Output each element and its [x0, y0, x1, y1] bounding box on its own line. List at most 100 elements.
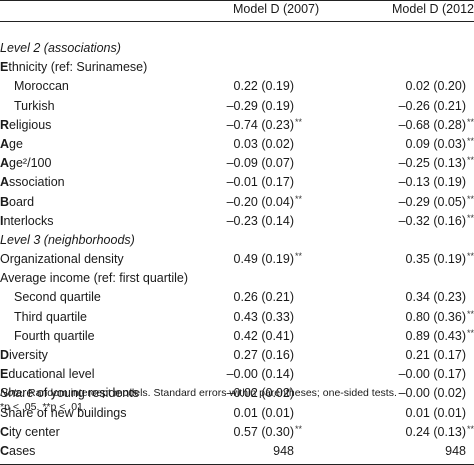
table-row: Level 2 (associations) [0, 40, 474, 59]
row-label: Diversity [0, 348, 48, 362]
row-label: Level 2 (associations) [0, 41, 121, 55]
model-2007-value: –0.00 (0.14) [226, 367, 294, 382]
table-row: Diversity 0.27 (0.16) 0.21 (0.17) [0, 347, 474, 366]
model-2012-stars: ** [467, 212, 474, 223]
table-note: Note. Random intercept models. Standard … [0, 387, 397, 399]
model-2012-value: 0.89 (0.43) [405, 328, 466, 343]
model-2012-value: 0.34 (0.23) [405, 290, 466, 305]
header-model-2012: Model D (2012) [392, 2, 474, 16]
model-2012-value: –0.00 (0.17) [398, 367, 466, 382]
table-body: Level 2 (associations) Ethnicity (ref: Su… [0, 40, 474, 462]
model-2012-value: 0.35 (0.19) [405, 252, 466, 267]
model-2007-value: 0.57 (0.30) [233, 424, 294, 439]
model-2012-value: –0.26 (0.21) [398, 98, 466, 113]
header-model-2007: Model D (2007) [233, 2, 320, 16]
model-2007-value: 0.01 (0.01) [233, 405, 294, 420]
model-2012-value: 948 [445, 443, 466, 458]
table-row: Board –0.20 (0.04) –0.29 (0.05) ** ** [0, 194, 474, 213]
model-2007-value: 0.26 (0.21) [233, 290, 294, 305]
model-2007-stars: ** [295, 116, 303, 127]
model-2012-value: 0.21 (0.17) [405, 348, 466, 362]
table-row: Third quartile 0.43 (0.33) 0.80 (0.36) ** [0, 309, 474, 328]
row-label: City center [0, 424, 60, 439]
model-2007-value: 0.03 (0.02) [233, 136, 294, 151]
model-2012-stars: ** [467, 116, 474, 127]
model-2007-value: –0.09 (0.07) [226, 156, 294, 171]
model-2012-stars: ** [467, 308, 474, 319]
model-2012-value: 0.80 (0.36) [405, 309, 466, 324]
row-label: Cases [0, 443, 36, 458]
header-rule [0, 21, 474, 22]
row-label: Age²/100 [0, 156, 52, 171]
model-2007-stars: ** [295, 423, 303, 434]
table-row: City center 0.57 (0.30) 0.24 (0.13) ** ** [0, 424, 474, 443]
significance-note: *p < .05. **p < .01. [0, 401, 86, 413]
table-row: Share of young residents –0.02 (0.02) –0.0… [0, 385, 474, 404]
top-rule [0, 0, 474, 1]
table-row: Association –0.01 (0.17) –0.13 (0.19) [0, 174, 474, 193]
model-2012-stars: ** [467, 423, 474, 434]
model-2007-stars: ** [295, 193, 303, 204]
row-label: Organizational density [0, 252, 124, 267]
row-label: Second quartile [14, 290, 101, 305]
row-label: Board [0, 194, 35, 209]
model-2012-value: –0.32 (0.16) [398, 213, 466, 228]
row-label: Average income (ref: first quartile) [0, 271, 189, 286]
table-row: Average income (ref: first quartile) [0, 270, 474, 289]
model-2012-stars: ** [467, 135, 474, 146]
model-2007-value: –0.29 (0.19) [226, 98, 294, 113]
note-text: Random intercept models. Standard errors… [25, 387, 397, 399]
model-2007-value: 0.43 (0.33) [233, 309, 294, 324]
row-label: Religious [0, 117, 52, 132]
note-prefix: Note. [0, 387, 26, 399]
model-2012-stars: ** [467, 193, 474, 204]
row-label: Third quartile [14, 309, 87, 324]
row-label: Moroccan [14, 79, 69, 94]
model-2012-value: 0.01 (0.01) [405, 405, 466, 420]
model-2012-value: 0.24 (0.13) [405, 424, 466, 439]
model-2007-value: 0.27 (0.16) [233, 348, 294, 362]
model-2007-value: 948 [273, 443, 294, 458]
table-row: Level 3 (neighborhoods) [0, 232, 474, 251]
model-2012-value: 0.02 (0.20) [405, 79, 466, 94]
table-row: Second quartile 0.26 (0.21) 0.34 (0.23) [0, 289, 474, 308]
table-row: Interlocks –0.23 (0.14) –0.32 (0.16) ** [0, 213, 474, 232]
model-2012-value: –0.13 (0.19) [398, 175, 466, 190]
model-2012-stars: ** [467, 327, 474, 338]
model-2012-stars: ** [467, 251, 474, 262]
row-label: Fourth quartile [14, 328, 95, 343]
table-row: Turkish –0.29 (0.19) –0.26 (0.21) [0, 98, 474, 117]
table-row: Ethnicity (ref: Surinamese) [0, 59, 474, 78]
model-2007-value: 0.42 (0.41) [233, 328, 294, 343]
model-2012-stars: ** [467, 155, 474, 166]
row-label: Turkish [14, 98, 55, 113]
table-row: Age²/100 –0.09 (0.07) –0.25 (0.13) ** [0, 155, 474, 174]
model-2007-value: –0.23 (0.14) [226, 213, 294, 228]
model-2007-stars: ** [295, 251, 303, 262]
table-row: Age 0.03 (0.02) 0.09 (0.03) ** [0, 136, 474, 155]
row-label: Educational level [0, 367, 95, 382]
row-label: Interlocks [0, 213, 54, 228]
model-2007-value: –0.02 (0.02) [226, 386, 294, 401]
row-label: Level 3 (neighborhoods) [0, 232, 135, 247]
model-2007-value: –0.74 (0.23) [226, 117, 294, 132]
table-row: Organizational density 0.49 (0.19) 0.35 (0… [0, 251, 474, 270]
table-row: Moroccan 0.22 (0.19) 0.02 (0.20) [0, 78, 474, 97]
model-2012-value: –0.00 (0.02) [398, 386, 466, 401]
row-label: Association [0, 175, 65, 190]
model-2012-value: –0.68 (0.28) [398, 117, 466, 132]
table-row: Fourth quartile 0.42 (0.41) 0.89 (0.43) ** [0, 328, 474, 347]
model-2012-value: 0.09 (0.03) [405, 136, 466, 151]
model-2007-value: 0.22 (0.19) [233, 79, 294, 94]
row-label: Ethnicity (ref: Surinamese) [0, 60, 148, 75]
model-2007-value: –0.20 (0.04) [226, 194, 294, 209]
row-label: Age [0, 136, 23, 151]
model-2007-value: –0.01 (0.17) [226, 175, 294, 190]
row-label: Share of young residents [0, 386, 139, 401]
table-row: Religious –0.74 (0.23) –0.68 (0.28) ** ** [0, 117, 474, 136]
table-row: Educational level –0.00 (0.14) –0.00 (0.17… [0, 366, 474, 385]
model-2012-value: –0.29 (0.05) [398, 194, 466, 209]
table-row: Cases 948 948 [0, 443, 474, 462]
model-2007-value: 0.49 (0.19) [233, 252, 294, 267]
